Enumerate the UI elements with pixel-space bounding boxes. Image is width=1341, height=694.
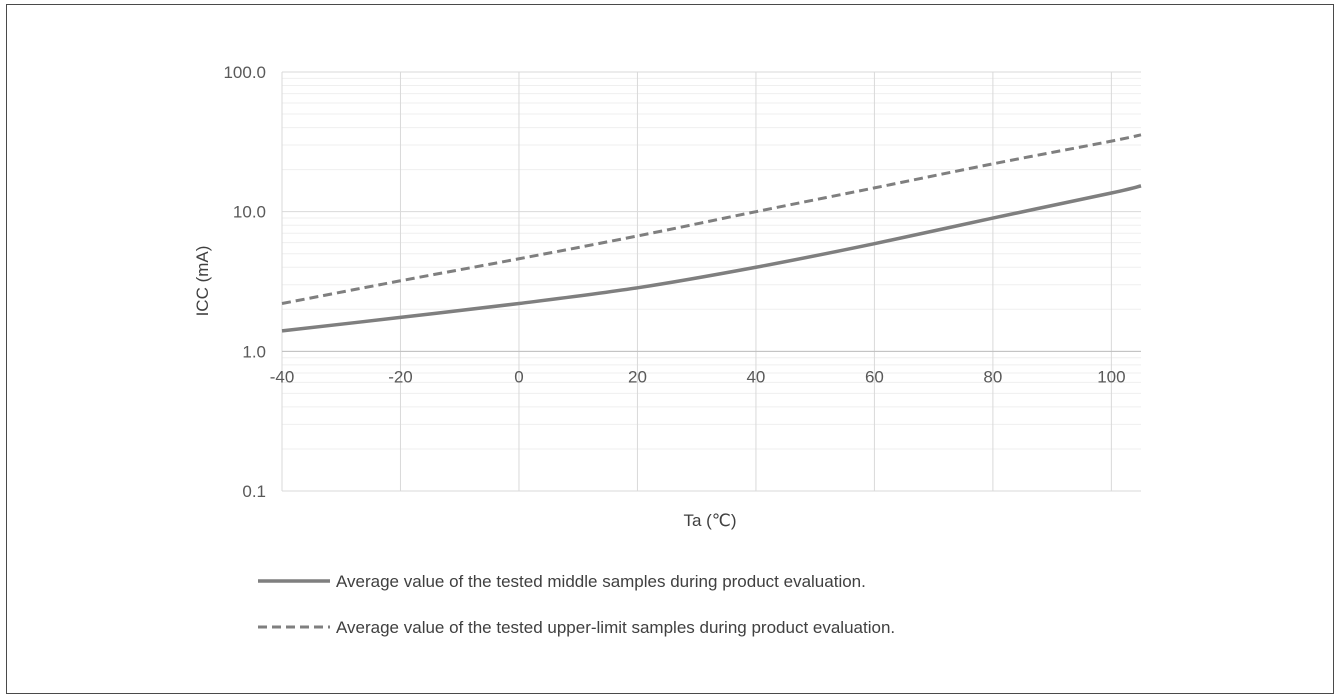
series-line-1 <box>281 133 1142 305</box>
x-tick-label: 100 <box>1097 367 1125 386</box>
x-tick-label: 80 <box>983 367 1002 386</box>
y-tick-label: 0.1 <box>242 482 266 501</box>
x-tick-label: 0 <box>514 367 523 386</box>
x-tick-label: -40 <box>270 367 295 386</box>
y-tick-label: 100.0 <box>223 63 266 82</box>
x-tick-label: 60 <box>865 367 884 386</box>
series-group <box>281 133 1142 333</box>
y-tick-label: 1.0 <box>242 342 266 361</box>
series-line-0 <box>281 184 1142 333</box>
x-tick-label: -20 <box>388 367 413 386</box>
legend-label-upper: Average value of the tested upper-limit … <box>336 618 895 637</box>
y-tick-label: 10.0 <box>233 203 266 222</box>
x-axis-title: Ta (℃) <box>683 511 736 530</box>
y-axis-title: ICC (mA) <box>193 246 212 317</box>
x-tick-label: 40 <box>746 367 765 386</box>
grid <box>281 71 1141 492</box>
legend: Average value of the tested middle sampl… <box>258 572 895 637</box>
x-tick-label: 20 <box>628 367 647 386</box>
y-tick-labels: 0.1 1.0 10.0 100.0 <box>223 63 266 501</box>
x-tick-labels: -40 -20 0 20 40 60 80 100 <box>270 367 1126 386</box>
legend-label-middle: Average value of the tested middle sampl… <box>336 572 866 591</box>
